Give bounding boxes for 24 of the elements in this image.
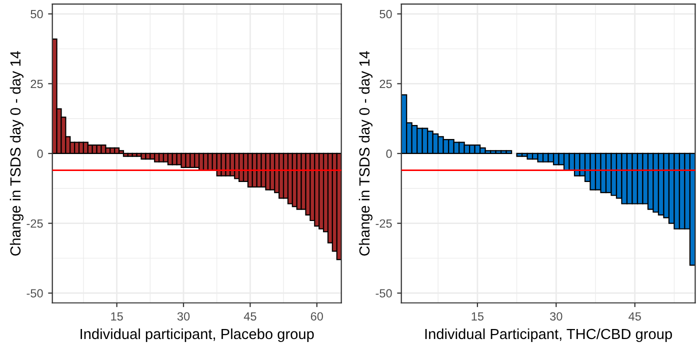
y-tick-label: -50 bbox=[376, 289, 392, 298]
y-tick-label: 50 bbox=[380, 10, 392, 18]
x-tick-label: 30 bbox=[177, 312, 190, 321]
y-tick-label: 0 bbox=[386, 150, 392, 158]
x-tick-label: 15 bbox=[472, 312, 484, 321]
y-tick-label: 0 bbox=[37, 150, 43, 158]
y-tick-label: 25 bbox=[380, 80, 392, 88]
bar bbox=[100, 144, 106, 154]
y-tick-label: -25 bbox=[376, 219, 392, 228]
x-axis-title: Individual Participant, THC/CBD group bbox=[425, 328, 672, 342]
x-tick-label: 45 bbox=[244, 312, 256, 321]
x-tick-label: 60 bbox=[310, 312, 323, 321]
y-tick-label: 50 bbox=[30, 10, 43, 18]
y-tick-label: -25 bbox=[26, 219, 43, 228]
bar bbox=[516, 152, 523, 157]
y-axis-title: Change in TSDS day 0 - day 14 bbox=[10, 51, 24, 256]
y-axis-title: Change in TSDS day 0 - day 14 bbox=[358, 51, 372, 256]
y-tick-label: 25 bbox=[30, 80, 43, 88]
x-axis-title: Individual participant, Placebo group bbox=[80, 328, 314, 342]
bar bbox=[118, 150, 124, 154]
y-tick-label: -50 bbox=[26, 289, 43, 298]
x-tick-label: 15 bbox=[111, 312, 123, 321]
x-tick-label: 45 bbox=[628, 312, 641, 321]
x-tick-label: 30 bbox=[550, 312, 562, 321]
